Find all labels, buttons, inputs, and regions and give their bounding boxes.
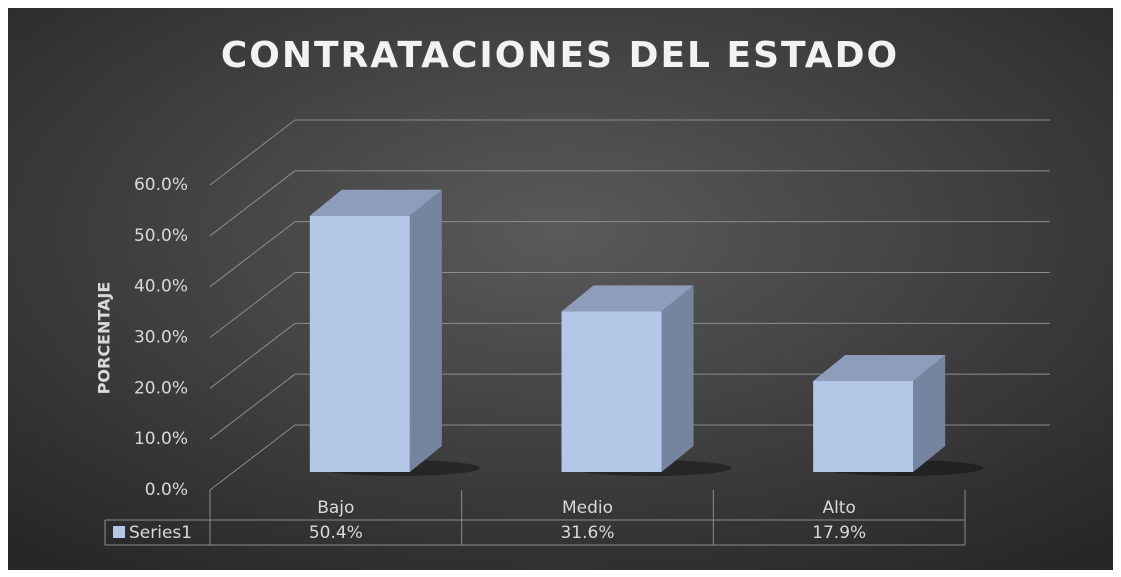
bar (813, 381, 914, 472)
x-tick-label: Medio (562, 498, 613, 518)
bar-top (309, 189, 442, 216)
grid-line (209, 119, 296, 186)
chart-background (8, 8, 1113, 570)
bar-side (661, 285, 694, 472)
bar (309, 215, 410, 473)
grid-line (209, 424, 296, 491)
data-label: 50.4% (309, 523, 363, 543)
data-label: 17.9% (812, 523, 866, 543)
y-axis-label: PORCENTAJE (95, 282, 114, 395)
bar-top (813, 355, 946, 382)
y-tick-label: 50.0% (134, 226, 188, 246)
legend-label: Series1 (129, 523, 192, 543)
y-tick-label: 40.0% (134, 277, 188, 297)
legend-swatch (113, 526, 125, 538)
y-tick-label: 30.0% (134, 328, 188, 348)
x-tick-label: Bajo (317, 498, 354, 518)
data-label: 31.6% (560, 523, 614, 543)
bar (561, 311, 662, 472)
grid-line (209, 272, 296, 338)
x-tick-label: Alto (822, 498, 855, 518)
grid-line (209, 170, 296, 237)
y-tick-label: 0.0% (145, 480, 188, 500)
grid-line (209, 373, 296, 440)
bar-top (561, 285, 694, 312)
grid-line (209, 322, 296, 389)
bar-side (409, 189, 442, 473)
y-tick-label: 60.0% (134, 175, 188, 195)
y-tick-label: 20.0% (134, 378, 188, 398)
grid-line (209, 221, 296, 288)
y-tick-label: 10.0% (134, 429, 188, 449)
chart-title: CONTRATACIONES DEL ESTADO (221, 35, 899, 76)
bar-side (913, 355, 946, 472)
